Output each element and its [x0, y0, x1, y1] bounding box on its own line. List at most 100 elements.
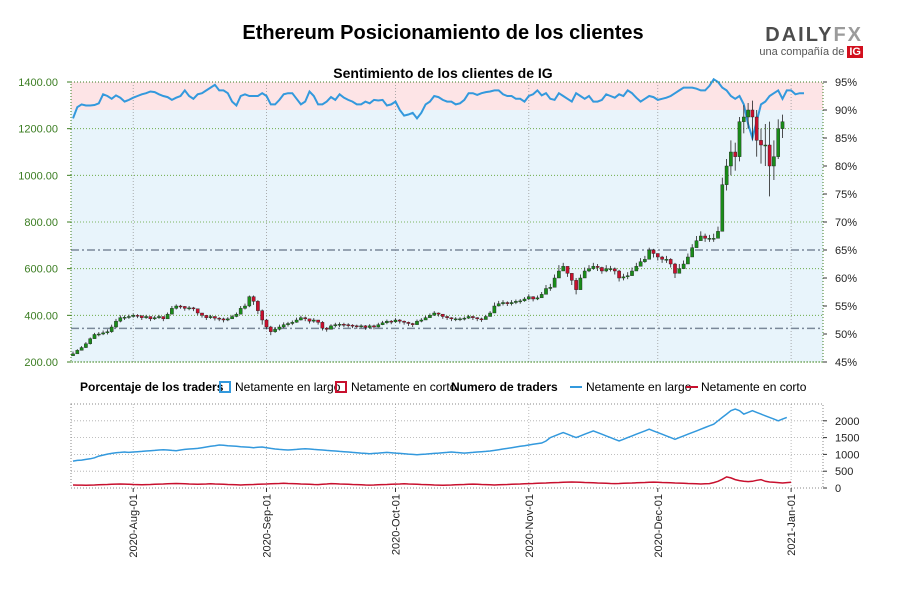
net-short-count-line — [72, 476, 792, 487]
price-candle — [737, 117, 742, 162]
reference-lines — [71, 249, 823, 330]
price-candle — [548, 283, 553, 291]
price-candle — [260, 309, 265, 325]
price-candle — [681, 260, 686, 269]
price-candle — [234, 312, 239, 318]
y-left-axis: 200.00 400.00 600.00 800.00 1000.00 1200.00 14… — [18, 77, 71, 369]
price-candle — [380, 320, 385, 326]
price-candle — [527, 294, 531, 301]
price-candle — [92, 332, 97, 339]
x-tick-label: 2020-Aug-01 — [128, 494, 140, 558]
price-candle — [324, 327, 329, 332]
y-right-tick-label: 80% — [835, 161, 857, 173]
price-candle — [514, 299, 518, 305]
price-candle — [767, 121, 772, 197]
price-candle — [363, 325, 368, 330]
price-candle — [367, 324, 372, 329]
x-tick-label: 2020-Sep-01 — [262, 494, 274, 558]
price-candle — [195, 308, 200, 316]
price-candle — [686, 253, 690, 265]
legend: Porcentaje de los traders Netamente en l… — [80, 380, 807, 394]
y-right-axis: 45% 50% 55% 60% 65% 70% 75% 80% 85% 90% 95% — [823, 77, 857, 369]
y-left-tick-label: 400.00 — [24, 310, 58, 322]
y-left-tick-label: 1400.00 — [18, 77, 58, 89]
y-right-tick-label: 95% — [835, 77, 857, 89]
y-right-tick-label: 90% — [835, 105, 857, 117]
price-candle — [350, 324, 355, 329]
price-candle — [630, 267, 634, 276]
ig-logo: IG — [847, 46, 863, 58]
logo-word-a: DAILY — [765, 24, 834, 46]
price-candle — [539, 292, 544, 299]
price-candle — [269, 325, 273, 336]
legend-pct-short: Netamente en corto — [351, 380, 457, 394]
price-candle — [428, 313, 432, 318]
price-candle — [281, 322, 286, 329]
price-candle — [505, 301, 510, 306]
price-candle — [673, 262, 677, 278]
legend-count-short: Netamente en corto — [701, 380, 807, 394]
price-candle — [604, 265, 608, 273]
logo-sub-text: una compañía de — [759, 46, 845, 58]
price-candle — [436, 312, 441, 317]
price-candle — [565, 266, 570, 277]
price-candle — [716, 226, 720, 239]
price-candle — [170, 306, 174, 315]
price-candle — [754, 110, 759, 157]
chart-subtitle: Sentimiento de los clientes de IG — [333, 65, 552, 81]
y-right-tick-label: 55% — [835, 301, 857, 313]
price-candle — [200, 312, 204, 318]
y-left-tick-label: 200.00 — [24, 357, 58, 369]
price-candle — [677, 264, 682, 274]
price-candle — [152, 315, 157, 320]
x-tick-label: 2020-Nov-01 — [524, 494, 536, 558]
price-candle — [694, 236, 699, 248]
y-left-tick-label: 1200.00 — [18, 124, 58, 136]
price-candle — [182, 306, 187, 311]
price-candle — [372, 324, 376, 330]
price-candle — [139, 315, 144, 320]
price-candle — [634, 262, 639, 272]
price-candle — [101, 330, 105, 336]
price-candle — [238, 306, 243, 315]
y-right-tick-label: 65% — [835, 245, 857, 257]
price-candle — [423, 315, 428, 321]
logo-word-b: FX — [833, 24, 863, 46]
price-candle — [509, 300, 514, 306]
price-candle — [625, 272, 630, 280]
net-long-count-line — [72, 408, 788, 462]
price-candle — [471, 315, 475, 320]
price-candle — [660, 255, 664, 263]
x-axis: 2020-Aug-01 2020-Sep-01 2020-Oct-01 2020-No… — [128, 488, 798, 558]
price-candle — [114, 318, 118, 329]
price-candle — [578, 274, 583, 290]
logo-wordmark: DAILYFX — [765, 24, 863, 47]
price-candle — [621, 273, 626, 281]
price-candle — [243, 303, 247, 310]
price-candle — [522, 297, 527, 302]
price-candle — [587, 265, 591, 273]
price-candle — [204, 315, 209, 320]
price-candle — [385, 319, 389, 325]
price-candle — [333, 322, 338, 328]
price-candle — [178, 304, 183, 309]
price-candle — [105, 329, 110, 335]
price-candle — [402, 320, 406, 325]
x-tick-label: 2020-Oct-01 — [391, 494, 403, 555]
y-left-tick-label: 800.00 — [24, 217, 58, 229]
price-candle — [307, 318, 312, 324]
price-candle — [256, 300, 260, 315]
price-candle — [557, 265, 561, 279]
price-candle — [570, 273, 574, 285]
price-candle — [230, 314, 234, 320]
price-candle — [458, 317, 462, 322]
price-candle — [303, 316, 308, 322]
price-candle — [600, 266, 604, 274]
price-candle — [608, 265, 613, 272]
price-candle — [406, 321, 411, 326]
legend-section-pct: Porcentaje de los traders — [80, 380, 224, 394]
y-left-tick-label: 600.00 — [24, 264, 58, 276]
price-candle — [617, 269, 621, 282]
